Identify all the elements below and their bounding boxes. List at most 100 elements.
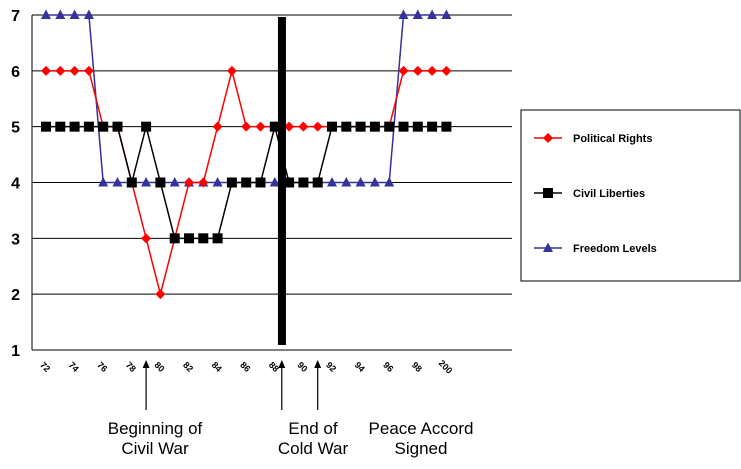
x-tick-label: 76 [95,360,109,374]
data-point [212,121,223,132]
data-point [198,233,209,244]
data-point [198,177,209,188]
data-point [141,233,152,244]
annotation-text: Civil War [121,439,189,458]
data-point [412,65,423,76]
data-point [212,177,223,187]
x-tick-label: 72 [38,360,52,374]
legend-label: Freedom Levels [573,243,657,255]
annotation-text: End of [288,419,337,438]
data-point [269,121,280,132]
data-point [169,233,180,244]
data-point [284,177,295,188]
y-tick-label: 5 [11,120,20,137]
y-tick-label: 1 [11,343,20,360]
x-tick-label: 86 [238,360,252,374]
data-point [141,177,152,187]
data-point [327,121,337,132]
y-tick-label: 6 [11,64,20,81]
x-tick-label: 92 [324,360,338,374]
data-point [141,121,152,132]
y-axis: 1 2 3 4 5 6 7 [11,8,33,360]
data-point [427,9,438,19]
x-axis: 72 74 76 78 80 82 84 86 88 90 92 94 96 98 200 [38,358,454,376]
data-point [298,177,309,188]
data-point [412,121,423,132]
data-point [55,121,66,132]
data-point [384,121,395,132]
x-tick-label: 78 [124,360,138,374]
data-point [126,177,137,188]
annotation-arrowhead [314,360,322,368]
data-point [83,9,94,19]
legend-label: Political Rights [573,133,652,145]
data-point [41,121,51,132]
vertical-bar [277,17,286,345]
data-point [398,9,409,19]
annotation-arrowhead [142,360,150,368]
data-point [184,233,194,244]
data-point [427,121,438,132]
series-line [46,14,447,184]
data-point [155,289,166,300]
data-point [155,177,166,188]
data-point [55,65,66,76]
data-point [398,65,409,76]
x-tick-label: 94 [353,360,367,374]
data-point [226,177,237,188]
data-point [112,177,123,187]
legend: Political Rights Civil Liberties Freedom L… [520,109,741,282]
data-point [83,65,94,76]
y-tick-label: 2 [11,287,20,304]
data-point [255,121,266,132]
data-point [441,9,452,19]
series-group [41,9,452,300]
data-point [241,177,252,188]
x-tick-label: 200 [437,358,455,376]
data-point [69,9,80,19]
data-point [355,121,366,132]
data-point [369,121,380,132]
data-point [269,177,280,187]
data-point [369,177,380,187]
annotation-text: Cold War [278,439,349,458]
data-point [312,177,323,188]
data-point [41,65,51,76]
data-point [543,242,553,252]
data-point [169,177,180,187]
y-tick-label: 3 [11,231,20,248]
data-point [41,9,51,19]
annotation-text: Beginning of [108,419,203,438]
x-tick-label: 74 [67,360,81,374]
series-civil-liberties [41,121,452,244]
data-point [69,121,80,132]
data-point [398,121,409,132]
data-point [284,121,295,132]
data-point [341,177,352,187]
data-point [212,233,223,244]
x-tick-label: 90 [295,360,309,374]
x-tick-label: 80 [152,360,166,374]
data-point [98,177,109,187]
vertical-marker [277,17,286,345]
data-point [184,177,194,188]
data-point [543,188,553,198]
annotation-arrowhead [278,360,286,368]
data-point [355,177,366,187]
data-point [441,65,452,76]
y-tick-label: 4 [11,176,20,193]
data-point [83,121,94,132]
data-point [226,65,237,76]
annotation-text: Peace Accord [369,419,474,438]
data-point [341,121,352,132]
data-point [427,65,438,76]
data-point [255,177,266,188]
x-tick-label: 96 [381,360,395,374]
data-point [327,177,337,187]
x-tick-label: 84 [210,360,224,374]
data-point [384,177,395,187]
data-point [543,133,553,143]
legend-label: Civil Liberties [573,188,645,200]
